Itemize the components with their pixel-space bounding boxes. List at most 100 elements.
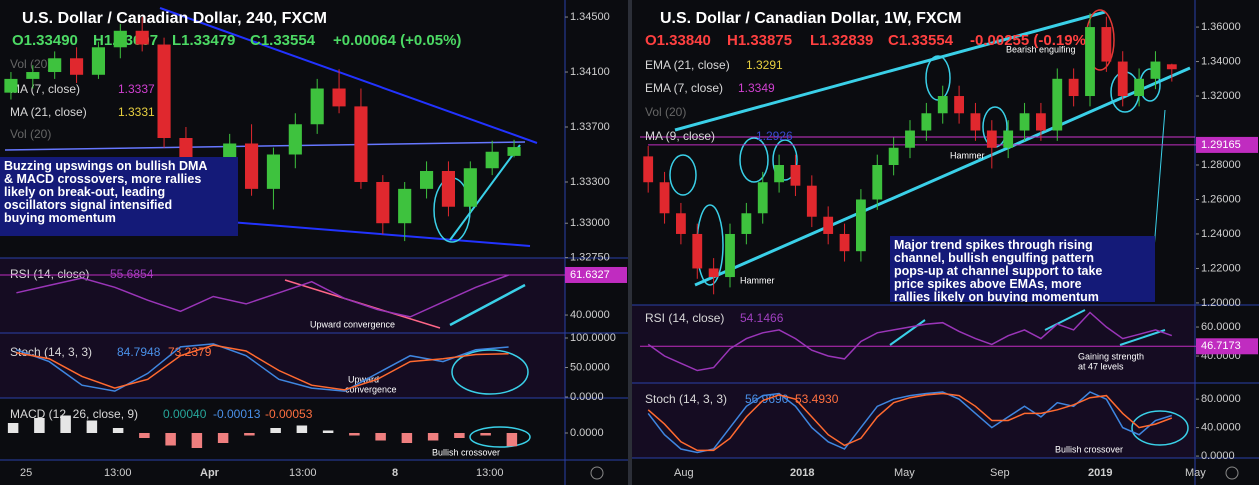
note-line: pops-up at channel support to take: [894, 264, 1103, 278]
note-line: channel, bullish engulfing pattern: [894, 251, 1095, 265]
legend: RSI (14, close): [10, 267, 89, 281]
y-tick-label: 40.0000: [570, 309, 610, 321]
macd-bar: [34, 418, 45, 433]
candle-body: [1134, 78, 1144, 97]
macd-bar: [349, 433, 360, 436]
candle-body: [485, 151, 499, 169]
macd-bar: [375, 433, 386, 441]
change: -0.00255 (-0.19%): [970, 32, 1091, 49]
y-tick-label: 0.0000: [570, 391, 604, 403]
price-label-bg: [565, 266, 627, 283]
candle-body: [1101, 27, 1112, 62]
price-label: 1.29165: [1201, 139, 1241, 151]
note-line: Major trend spikes through rising: [894, 238, 1093, 252]
macd-bar: [191, 433, 203, 448]
candle-body: [954, 96, 964, 114]
candle-body: [310, 88, 324, 125]
indicator-line: [647, 391, 1173, 454]
legend-value: 54.1466: [740, 311, 784, 325]
macd-bar: [454, 433, 465, 438]
note-line: oscillators signal intensified: [4, 198, 173, 212]
legend: Vol (20): [645, 105, 686, 119]
note-line: buying momentum: [4, 211, 116, 225]
macd-bar: [139, 433, 150, 438]
candle-body: [332, 88, 346, 107]
candle-body: [757, 182, 768, 214]
candle-body: [1150, 61, 1161, 79]
candle-body: [135, 30, 149, 45]
legend-value: 1.3337: [118, 82, 155, 96]
indicator-line: [647, 392, 1173, 452]
candle-body: [872, 165, 883, 200]
annotation-box: Buzzing upswings on bullish DMA & MACD cr…: [0, 157, 238, 236]
annotation: Bullish crossover: [432, 447, 500, 457]
legend: MA (7, close): [10, 82, 80, 96]
y-tick-label: 100.0000: [570, 332, 616, 344]
candle-body: [1019, 113, 1030, 131]
macd-bar: [401, 433, 413, 443]
candle-body: [643, 156, 654, 183]
candle-body: [823, 216, 834, 234]
macd-bar: [296, 425, 308, 433]
y-tick-label: 1.32000: [1201, 90, 1241, 102]
legend-value: 1.2926: [756, 129, 793, 143]
candle-body: [790, 165, 801, 186]
annotation: Bearish engulfing: [1006, 44, 1076, 54]
indicator-line: [647, 311, 1173, 372]
legend: MACD (12, 26, close, 9): [10, 407, 138, 421]
rsi-bg: [632, 305, 1195, 383]
candle-body: [839, 233, 850, 252]
settings-icon[interactable]: [1225, 466, 1239, 480]
x-axis: 25 13:00 Apr 13:00 8 13:00 Aug 2018 May …: [20, 467, 1206, 479]
legend-value: -0.00053: [265, 407, 313, 421]
candle-body: [354, 106, 368, 182]
stoch-bg: [0, 333, 565, 398]
macd-bar: [165, 433, 176, 446]
candle-body: [725, 233, 735, 278]
indicator-line: [16, 344, 509, 391]
macd-bar: [244, 433, 255, 436]
candle-body: [774, 165, 784, 183]
price-label-bg: [1196, 338, 1258, 355]
legend-value: 1.3349: [738, 81, 775, 95]
change: +0.00064 (+0.05%): [333, 32, 461, 49]
candle-body: [921, 113, 932, 131]
annotation: convergence: [345, 384, 397, 394]
ohlc: O1.33840: [645, 32, 711, 49]
x-tick-label: Aug: [674, 467, 694, 479]
indicator-line: [16, 274, 509, 318]
chart-title: U.S. Dollar / Canadian Dollar, 240, FXCM: [22, 10, 327, 27]
x-tick-label: May: [894, 467, 915, 479]
legend: RSI (14, close): [645, 311, 724, 325]
macd-bar: [60, 415, 71, 433]
candle-body: [856, 199, 866, 252]
price-label: 46.7173: [1201, 340, 1241, 352]
note-line: Buzzing upswings on bullish DMA: [4, 159, 208, 173]
candle-body: [245, 143, 259, 189]
indicator-line: [16, 343, 509, 392]
x-tick-label: May: [1185, 467, 1206, 479]
y-tick-label: 40.0000: [1201, 422, 1241, 434]
candle-body: [91, 47, 105, 75]
legend-value: 53.4930: [795, 392, 839, 406]
note-line: likely on break-out, leading: [4, 185, 166, 199]
settings-icon[interactable]: [590, 466, 604, 480]
candle-body: [1117, 61, 1128, 97]
candle-body: [806, 185, 817, 217]
candle-body: [26, 72, 40, 79]
macd-bar: [112, 428, 124, 433]
macd-bar: [86, 420, 98, 433]
candle-body: [937, 96, 948, 114]
legend: Stoch (14, 3, 3): [645, 392, 727, 406]
candle-body: [676, 213, 686, 234]
y-tick-label: 1.34100: [570, 66, 610, 78]
candle-body: [1003, 130, 1014, 148]
candle-body: [1085, 27, 1095, 97]
annotation: at 47 levels: [1078, 361, 1124, 371]
annotation: Upward convergence: [310, 319, 395, 329]
x-tick-label: Apr: [200, 467, 220, 479]
macd-bar: [322, 430, 334, 433]
macd-bar: [480, 433, 491, 436]
